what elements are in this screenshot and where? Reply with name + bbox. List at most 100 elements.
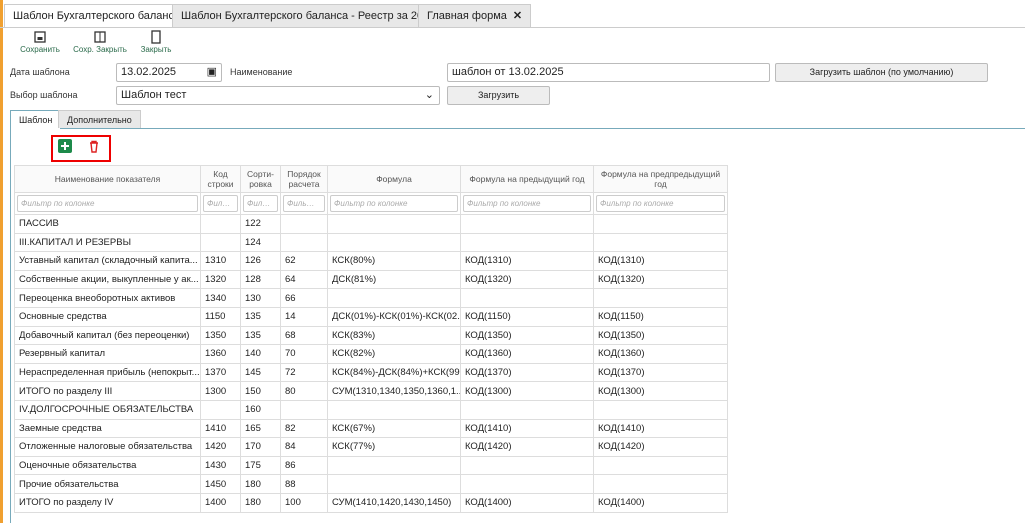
table-cell: 150 <box>240 381 281 401</box>
table-cell: 1410 <box>200 418 241 439</box>
table-cell: КОД(1300) <box>593 381 728 401</box>
table-cell <box>593 399 728 420</box>
table-cell <box>327 214 461 234</box>
table-cell: 1340 <box>200 288 241 308</box>
table-cell: 135 <box>240 306 281 327</box>
table-cell: КСК(77%) <box>327 437 461 457</box>
table-cell: 130 <box>240 288 281 308</box>
save-close-button[interactable]: Сохр. Закрыть <box>73 45 127 54</box>
delete-button[interactable] <box>87 139 101 153</box>
table-cell: КОД(1370) <box>593 362 728 383</box>
table-row: Прочие обязательства 1450 180 88 <box>14 474 728 494</box>
table-cell: 180 <box>240 474 281 494</box>
table-cell: 1400 <box>200 492 241 513</box>
table-cell: Уставный капитал (складочный капита... <box>14 251 201 271</box>
date-value: 13.02.2025 <box>121 66 177 78</box>
accent <box>0 0 3 523</box>
table-cell <box>327 399 461 420</box>
table-cell: 160 <box>240 399 281 420</box>
table-cell: ДСК(81%) <box>327 269 461 290</box>
table-cell: КОД(1320) <box>460 269 594 290</box>
tab[interactable]: Шаблон Бухгалтерского баланса✕ <box>4 4 205 27</box>
template-select[interactable]: Шаблон тест ⌄ <box>116 86 440 105</box>
table-cell: Оценочные обязательства <box>14 455 201 476</box>
table-cell <box>460 288 594 308</box>
table-cell: 1150 <box>200 306 241 327</box>
table-cell: 82 <box>280 418 328 439</box>
column-header: Наименование показателя <box>14 165 201 193</box>
save-icon <box>34 31 46 43</box>
save-close-icon <box>94 31 106 43</box>
inner-tab[interactable]: Шаблон <box>10 110 62 129</box>
table-cell: КОД(1150) <box>593 306 728 327</box>
table-cell: 170 <box>240 437 281 457</box>
add-button[interactable] <box>58 139 72 153</box>
table-cell: КОД(1360) <box>460 344 594 364</box>
load-default-button[interactable]: Загрузить шаблон (по умолчанию) <box>775 63 988 82</box>
table-cell: КОД(1410) <box>593 418 728 439</box>
table-cell <box>460 455 594 476</box>
tab-label: Шаблон Бухгалтерского баланса - Реестр з… <box>181 10 445 22</box>
table-cell: 72 <box>280 362 328 383</box>
filter-cell: Фильтр по колонке <box>240 192 281 215</box>
column-filter[interactable]: Фильтр по колонке <box>463 195 591 212</box>
table-cell <box>200 214 241 234</box>
save-button[interactable]: Сохранить <box>20 45 60 54</box>
table-cell: КОД(1310) <box>460 251 594 271</box>
table-cell: КОД(1150) <box>460 306 594 327</box>
table-cell: 1310 <box>200 251 241 271</box>
table-cell: IV.ДОЛГОСРОЧНЫЕ ОБЯЗАТЕЛЬСТВА <box>14 399 201 420</box>
table-cell <box>593 474 728 494</box>
table-cell: 68 <box>280 325 328 346</box>
table-row: Заемные средства 1410 165 82 КСК(67%) КОД(141… <box>14 418 728 439</box>
table-cell: КОД(1400) <box>460 492 594 513</box>
date-input[interactable]: 13.02.2025 ▣ <box>116 63 222 82</box>
column-filter[interactable]: Фильтр по колонке <box>203 195 238 212</box>
tab[interactable]: Шаблон Бухгалтерского баланса - Реестр з… <box>172 4 469 27</box>
table-cell <box>280 399 328 420</box>
tab[interactable]: Главная форма ✕ <box>418 4 532 27</box>
column-filter[interactable]: Фильтр по колонке <box>243 195 278 212</box>
filter-cell: Фильтр по колонке <box>593 192 728 215</box>
column-filter[interactable]: Фильтр по колонке <box>283 195 325 212</box>
table-cell: 180 <box>240 492 281 513</box>
table-cell: Заемные средства <box>14 418 201 439</box>
table-row: III.КАПИТАЛ И РЕЗЕРВЫ 124 <box>14 232 728 253</box>
table-cell <box>593 232 728 253</box>
table-cell <box>460 474 594 494</box>
column-filter[interactable]: Фильтр по колонке <box>330 195 458 212</box>
tab-label: Шаблон Бухгалтерского баланса <box>13 10 181 22</box>
table-cell: 1420 <box>200 437 241 457</box>
name-input[interactable]: шаблон от 13.02.2025 <box>447 63 770 82</box>
table-row: ИТОГО по разделу IV 1400 180 100 СУМ(1410,14… <box>14 492 728 513</box>
filter-cell: Фильтр по колонке <box>280 192 328 215</box>
table-cell <box>327 474 461 494</box>
column-filter[interactable]: Фильтр по колонке <box>596 195 725 212</box>
table-cell: 88 <box>280 474 328 494</box>
table-cell: 165 <box>240 418 281 439</box>
column-filter[interactable]: Фильтр по колонке <box>17 195 198 212</box>
table-cell: 145 <box>240 362 281 383</box>
table-cell <box>593 288 728 308</box>
table-cell: ИТОГО по разделу III <box>14 381 201 401</box>
table-cell: Добавочный капитал (без переоценки) <box>14 325 201 346</box>
table-row: Переоценка внеоборотных активов 1340 130 66 <box>14 288 728 308</box>
table-cell: Отложенные налоговые обязательства <box>14 437 201 457</box>
table-cell <box>460 214 594 234</box>
table-cell: ПАССИВ <box>14 214 201 234</box>
table-cell: Собственные акции, выкупленные у ак... <box>14 269 201 290</box>
table-cell: КОД(1320) <box>593 269 728 290</box>
inner-tab[interactable]: Дополнительно <box>58 110 141 128</box>
table-cell: КОД(1370) <box>460 362 594 383</box>
table-cell: 66 <box>280 288 328 308</box>
load-button[interactable]: Загрузить <box>447 86 550 105</box>
table-cell: КСК(67%) <box>327 418 461 439</box>
column-header: Формула <box>327 165 461 193</box>
table-cell: 175 <box>240 455 281 476</box>
table-cell: 1430 <box>200 455 241 476</box>
filter-cell: Фильтр по колонке <box>460 192 594 215</box>
select-value: Шаблон тест <box>121 89 187 101</box>
close-button[interactable]: Закрыть <box>140 45 172 54</box>
table-cell: КОД(1350) <box>460 325 594 346</box>
